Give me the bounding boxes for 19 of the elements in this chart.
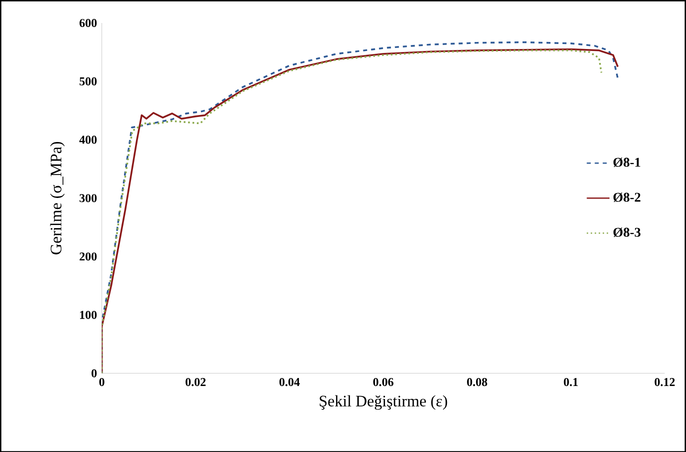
y-tick-label: 100 — [80, 310, 97, 319]
x-tick-label: 0.04 — [279, 378, 300, 386]
x-tick-label: 0 — [99, 378, 104, 386]
x-tick-label: 0.02 — [186, 378, 206, 386]
y-tick-label: 400 — [79, 135, 97, 144]
y-tick-label: 0 — [92, 369, 97, 378]
y-axis-title: Gerilme (σ_MPa) — [50, 142, 65, 254]
y-tick-label: 300 — [80, 194, 97, 202]
x-tick-label: 0.08 — [467, 378, 488, 386]
legend-label: Ø8-3 — [613, 227, 640, 237]
x-axis-title: Şekil Değiştirme (ε) — [320, 395, 448, 410]
legend-label: Ø8-1 — [613, 157, 640, 167]
x-tick-label: 0.06 — [373, 378, 394, 386]
x-tick-label: 0.1 — [564, 378, 578, 386]
y-tick-label: 200 — [80, 252, 97, 260]
y-tick-label: 500 — [80, 77, 97, 86]
legend-label: Ø8-2 — [613, 192, 640, 202]
x-tick-label: 0.12 — [654, 378, 675, 386]
y-tick-label: 600 — [80, 18, 97, 27]
